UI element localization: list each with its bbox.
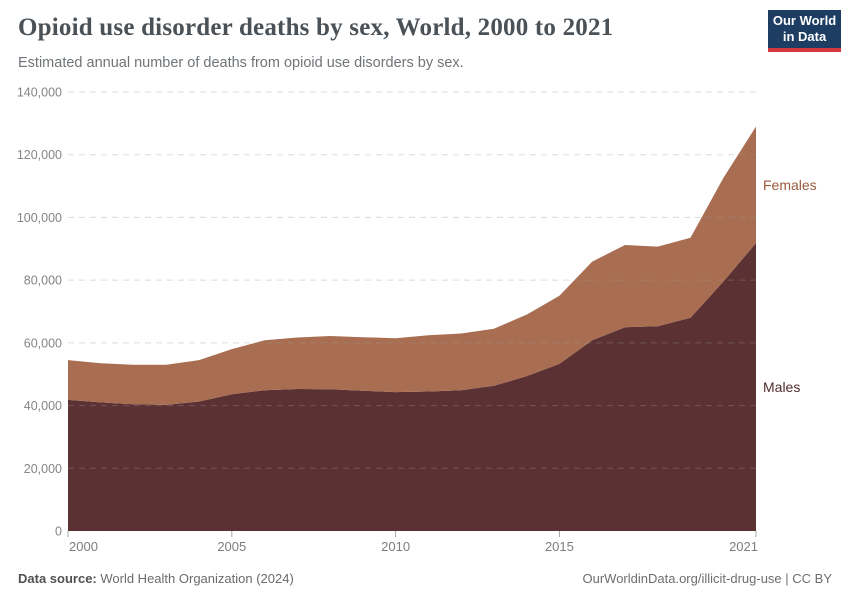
x-axis-label: 2005 xyxy=(217,539,246,554)
area-males[interactable] xyxy=(68,243,756,531)
y-axis-label: 100,000 xyxy=(17,211,62,225)
y-axis-label: 80,000 xyxy=(24,274,62,288)
owid-logo-line1: Our World xyxy=(772,13,837,28)
x-axis-label: 2010 xyxy=(381,539,410,554)
y-axis-label: 0 xyxy=(55,525,62,539)
chart-subtitle: Estimated annual number of deaths from o… xyxy=(18,55,464,71)
owid-logo[interactable]: Our World in Data xyxy=(768,10,841,52)
data-source-text: World Health Organization (2024) xyxy=(96,571,294,586)
x-axis-label: 2015 xyxy=(545,539,574,554)
series-label-females: Females xyxy=(763,177,817,193)
y-axis-label: 140,000 xyxy=(17,86,62,100)
chart-title: Opioid use disorder deaths by sex, World… xyxy=(18,14,614,41)
y-axis-label: 40,000 xyxy=(24,399,62,413)
y-axis-label: 20,000 xyxy=(24,462,62,476)
data-source-label: Data source: xyxy=(18,571,97,586)
series-label-males: Males xyxy=(763,379,800,395)
x-axis-label: 2021 xyxy=(729,539,758,554)
y-axis-label: 60,000 xyxy=(24,336,62,350)
owid-logo-line2: in Data xyxy=(782,29,827,44)
data-source: Data source: World Health Organization (… xyxy=(18,571,294,586)
x-axis-label: 2000 xyxy=(69,539,98,554)
credit-link[interactable]: OurWorldinData.org/illicit-drug-use | CC… xyxy=(582,571,833,586)
area-females[interactable] xyxy=(68,126,756,405)
y-axis-label: 120,000 xyxy=(17,148,62,162)
